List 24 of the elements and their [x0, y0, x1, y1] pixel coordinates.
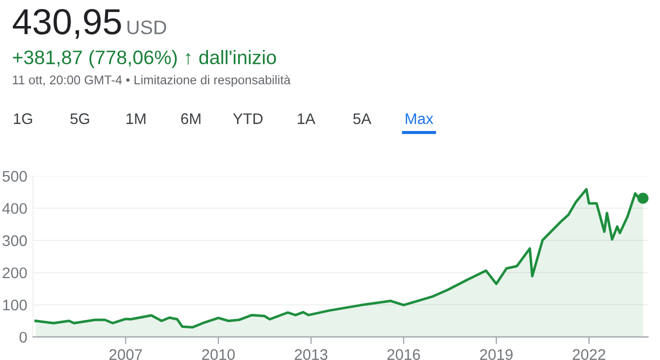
x-tick-label: 2019 [480, 349, 513, 360]
y-tick-label: 200 [2, 267, 27, 278]
text: YTD [233, 113, 263, 124]
y-tick-label: 0 [20, 332, 27, 343]
text: 1A [298, 113, 316, 124]
text: 6M [181, 113, 200, 124]
text: 1G [14, 113, 32, 124]
text: 430,95 [12, 8, 121, 39]
text: 5A [353, 113, 372, 124]
text: USD [128, 20, 166, 34]
text: Max [406, 113, 434, 124]
y-tick-label: 300 [2, 235, 27, 246]
text: 1M [126, 113, 146, 124]
text: +381,87 (778,06%) ↑ dall'inizio [12, 50, 276, 68]
text: 11 ott, 20:00 GMT-4 • Limitazione di responsabilità [12, 75, 291, 87]
x-tick-label: 2016 [387, 349, 420, 360]
y-tick-label: 100 [3, 300, 27, 310]
x-tick-label: 2007 [109, 349, 142, 360]
y-tick-label: 400 [2, 203, 27, 214]
text: 5G [70, 113, 90, 124]
y-tick-label: 500 [2, 170, 27, 182]
x-tick-label: 2013 [294, 349, 328, 360]
x-tick-label: 2010 [202, 349, 235, 360]
x-tick-label: 2022 [572, 349, 606, 360]
